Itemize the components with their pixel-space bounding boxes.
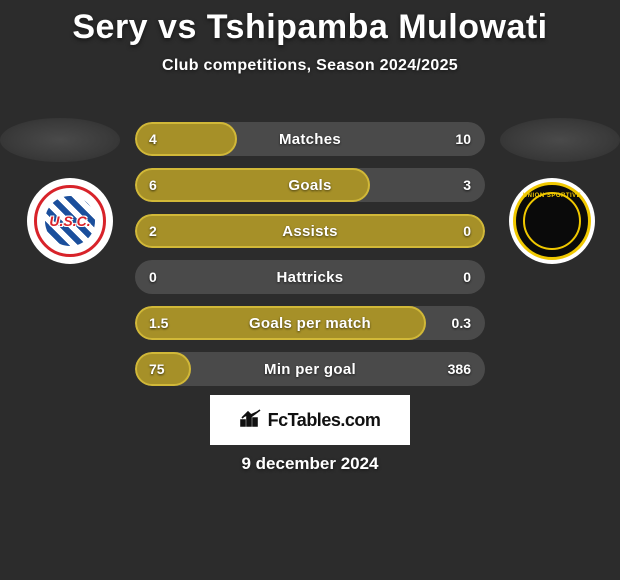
stat-label: Assists bbox=[135, 214, 485, 248]
stat-value-left: 75 bbox=[149, 352, 165, 386]
decorative-blob-left bbox=[0, 118, 120, 162]
team-logo-right-inner: UNION SPORTIVE bbox=[513, 182, 591, 260]
stat-value-left: 0 bbox=[149, 260, 157, 294]
stat-row: Hattricks0 0 bbox=[135, 260, 485, 294]
team-logo-right: UNION SPORTIVE bbox=[509, 178, 595, 264]
stat-row: Goals per match1.5 0.3 bbox=[135, 306, 485, 340]
team-logo-right-ring bbox=[523, 192, 581, 250]
team-logo-left-inner: U.S.C. bbox=[34, 185, 106, 257]
stat-label: Matches bbox=[135, 122, 485, 156]
page-subtitle: Club competitions, Season 2024/2025 bbox=[0, 57, 620, 75]
stat-row: Min per goal75 386 bbox=[135, 352, 485, 386]
page-title: Sery vs Tshipamba Mulowati bbox=[0, 0, 620, 47]
stats-container: Matches410Goals63Assists20Hattricks00Goa… bbox=[135, 122, 485, 398]
stat-label: Hattricks bbox=[135, 260, 485, 294]
stat-value-right: 0 bbox=[463, 214, 471, 248]
team-logo-left: U.S.C. bbox=[27, 178, 113, 264]
stat-value-left: 1.5 bbox=[149, 306, 168, 340]
stat-value-right: 0.3 bbox=[452, 306, 471, 340]
stat-value-right: 386 bbox=[448, 352, 471, 386]
brand-text: FcTables.com bbox=[268, 410, 381, 431]
team-logo-right-text: UNION SPORTIVE bbox=[516, 193, 588, 199]
stat-value-left: 4 bbox=[149, 122, 157, 156]
brand-badge: FcTables.com bbox=[210, 395, 410, 445]
stat-label: Min per goal bbox=[135, 352, 485, 386]
decorative-blob-right bbox=[500, 118, 620, 162]
stat-value-right: 10 bbox=[455, 122, 471, 156]
stat-row: Matches4 10 bbox=[135, 122, 485, 156]
stat-value-left: 2 bbox=[149, 214, 157, 248]
stat-row: Assists2 0 bbox=[135, 214, 485, 248]
stat-label: Goals bbox=[135, 168, 485, 202]
stat-value-right: 0 bbox=[463, 260, 471, 294]
stat-value-right: 3 bbox=[463, 168, 471, 202]
footer-date: 9 december 2024 bbox=[0, 454, 620, 474]
stat-value-left: 6 bbox=[149, 168, 157, 202]
stat-row: Goals6 3 bbox=[135, 168, 485, 202]
stat-label: Goals per match bbox=[135, 306, 485, 340]
brand-chart-icon bbox=[240, 409, 262, 432]
team-logo-left-text: U.S.C. bbox=[49, 213, 90, 229]
